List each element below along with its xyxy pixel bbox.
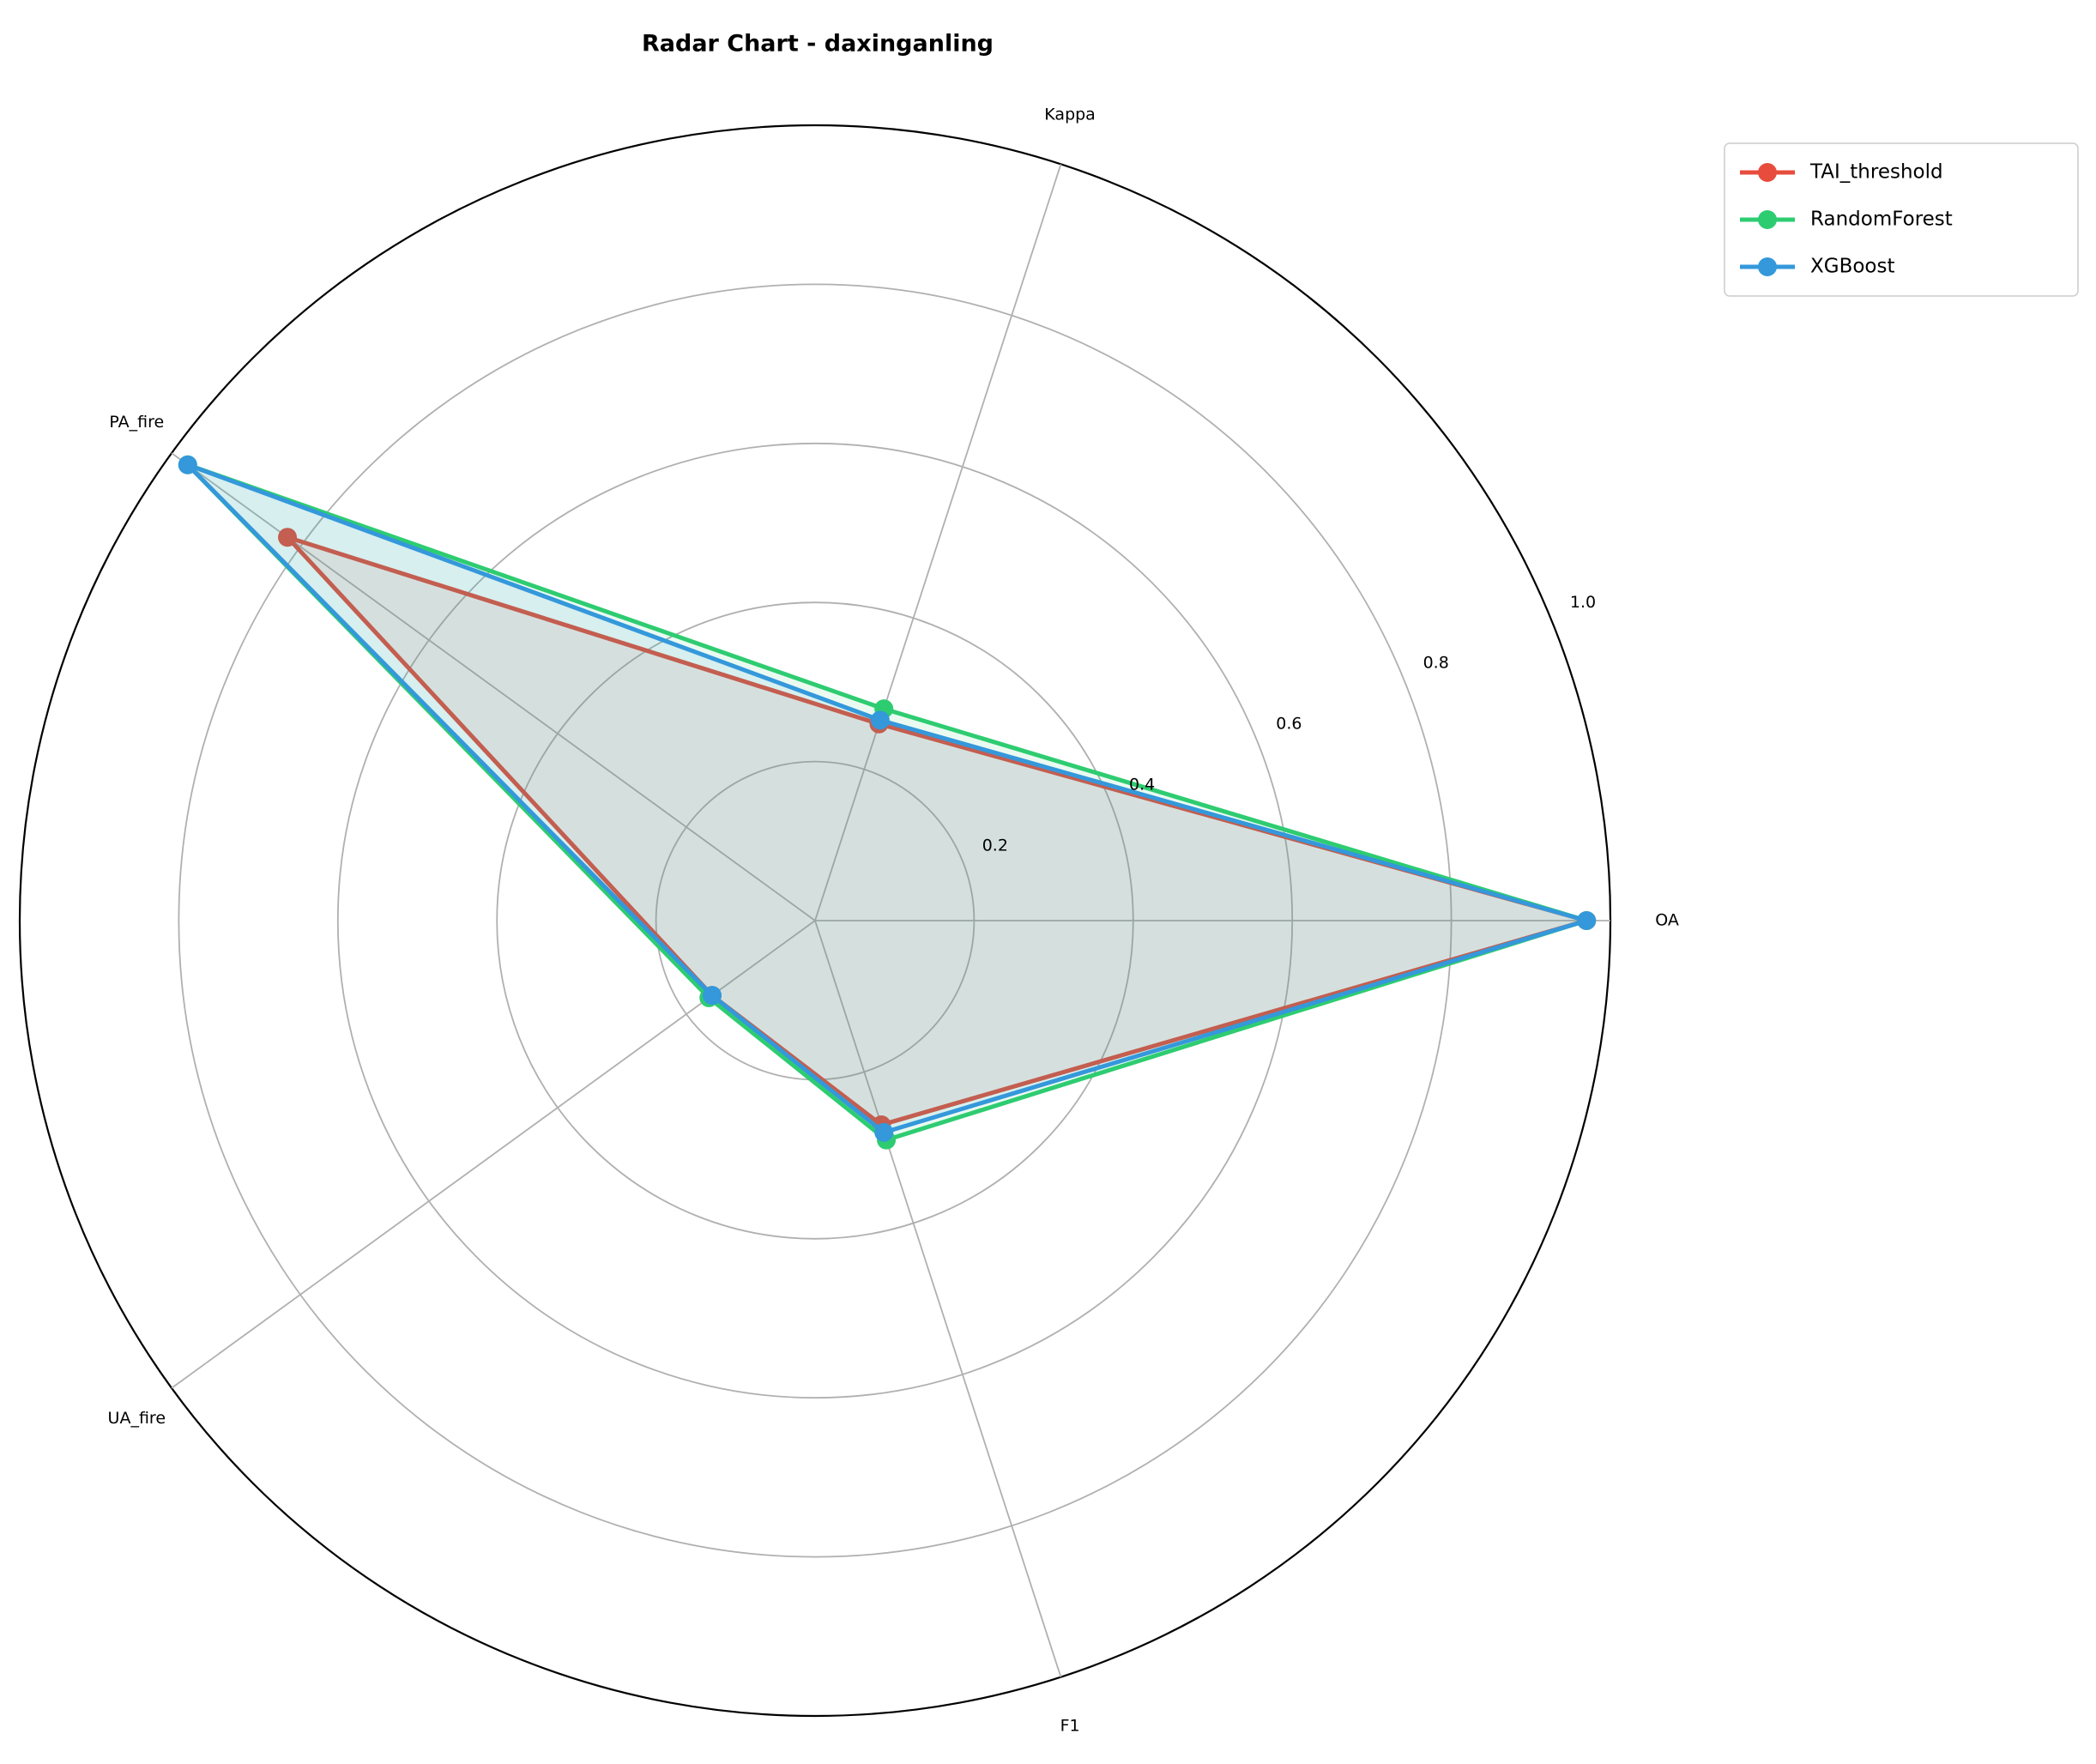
legend-marker <box>1758 210 1777 229</box>
marker <box>870 710 890 730</box>
category-label: OA <box>1655 911 1679 930</box>
spoke <box>814 164 1062 921</box>
marker <box>874 1122 894 1142</box>
legend-label: XGBoost <box>1810 256 1895 278</box>
series-area <box>287 537 1587 1126</box>
marker <box>1577 911 1597 930</box>
category-label: UA_fire <box>108 1409 166 1428</box>
r-tick-label: 0.8 <box>1423 654 1449 673</box>
r-tick-label: 1.0 <box>1570 593 1596 612</box>
legend: TAI_threshold RandomForest XGBoost <box>1724 142 2079 297</box>
series-line <box>185 462 1589 1135</box>
marker <box>178 455 197 474</box>
r-tick-label: 0.6 <box>1276 715 1302 734</box>
category-label: F1 <box>1060 1716 1080 1735</box>
series-line <box>285 535 1589 1127</box>
legend-marker <box>1758 163 1777 182</box>
legend-label: TAI_threshold <box>1809 161 1943 184</box>
r-tick-label: 0.4 <box>1129 776 1155 794</box>
legend-marker <box>1758 257 1777 276</box>
marker <box>703 986 722 1006</box>
marker <box>278 528 298 547</box>
series-area <box>187 464 1587 1133</box>
category-label: Kappa <box>1044 106 1096 124</box>
legend-frame <box>1724 142 2079 297</box>
spoke <box>171 452 816 921</box>
r-tick-label: 0.2 <box>982 837 1008 855</box>
category-label: PA_fire <box>109 413 164 432</box>
spoke <box>814 920 1062 1677</box>
series-area <box>187 464 1587 1140</box>
chart-title: Radar Chart - daxinganling <box>642 31 994 57</box>
legend-label: RandomForest <box>1810 208 1953 231</box>
